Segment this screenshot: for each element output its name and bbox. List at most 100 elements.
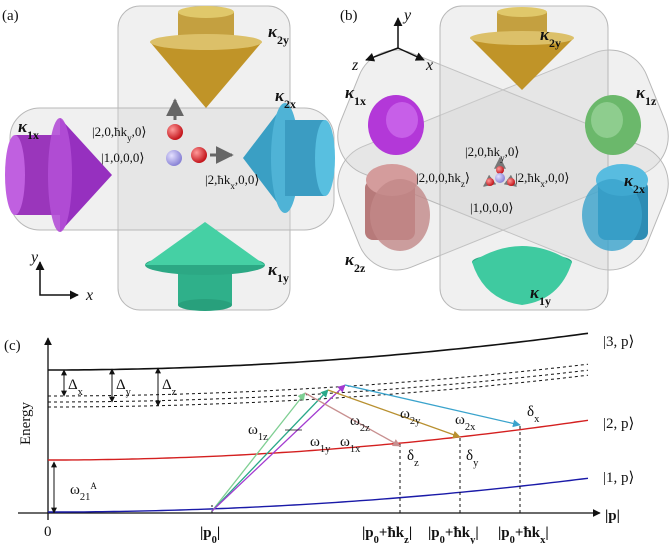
subscript: 2x (284, 97, 296, 111)
tube (439, 5, 609, 311)
shape-polygon (150, 42, 262, 108)
label: |2,0,ħky,0⟩ (92, 124, 146, 143)
label-text: ,0,0⟩ (545, 170, 570, 185)
shape-circle (496, 166, 504, 174)
label: |2,ħkx,0,0⟩ (515, 170, 569, 189)
shape-line (304, 392, 401, 447)
subscript: x (78, 387, 84, 398)
label: ω1z (248, 422, 268, 443)
label: κ1z (636, 83, 657, 108)
shape-line (365, 47, 399, 62)
label: κ1y (268, 260, 289, 285)
shape-ellipse (150, 34, 262, 50)
shape-ellipse (470, 31, 574, 45)
label-text: ,0,0⟩ (235, 172, 260, 187)
shape-circle (167, 124, 183, 140)
dressed-level (48, 369, 589, 403)
label: ω2x (455, 412, 476, 433)
label: z (351, 57, 359, 74)
label-text: (c) (4, 338, 21, 354)
label: |p| (605, 508, 620, 524)
label: δx (527, 404, 540, 425)
label-text: ω (248, 422, 258, 438)
subscript: y (126, 387, 132, 398)
shape-ellipse (370, 179, 430, 251)
label-text: |1,0,0,0⟩ (101, 150, 144, 165)
label-text: Δ (162, 377, 172, 393)
label-text: Δ (68, 377, 78, 393)
shape-circle (495, 173, 505, 183)
subscript: 2x (465, 422, 476, 433)
label-text: |2, p⟩ (603, 416, 634, 432)
subscript: 2y (410, 416, 421, 427)
shape-circle (191, 147, 207, 163)
label-text: 0 (44, 524, 52, 540)
label-text: z (351, 57, 359, 74)
label-text: ,0⟩ (132, 124, 147, 139)
label-text: κ (540, 25, 550, 44)
label-text: Δ (116, 377, 126, 393)
label: (b) (340, 8, 358, 24)
label-text: ω (350, 413, 360, 429)
shape-ellipse (315, 120, 335, 196)
subscript: 1x (27, 128, 39, 142)
label-text: (b) (340, 8, 358, 24)
shape-circle (507, 178, 515, 186)
label: δz (407, 448, 419, 469)
shape-ellipse (582, 179, 642, 251)
label-text: Energy (18, 401, 34, 445)
label-text: |p (200, 525, 212, 541)
label: κ2y (268, 22, 289, 47)
label-text: ω (70, 482, 80, 498)
subscript: 1y (539, 294, 551, 308)
subscript: 1z (258, 432, 268, 443)
shape-path (35, 261, 79, 300)
label: κ1x (345, 83, 366, 108)
label: ω21A (70, 481, 97, 503)
label-text: |3, p⟩ (603, 334, 634, 350)
label-text: |1, p⟩ (603, 470, 634, 486)
subscript: y (500, 153, 505, 163)
label-text: δ (466, 448, 473, 464)
label-text: | (475, 525, 478, 541)
shape-ellipse (178, 299, 232, 311)
label: |p0+ħkx| (498, 525, 549, 544)
shape-ellipse (386, 102, 418, 138)
shape-line (397, 47, 425, 61)
label: |1,0,0,0⟩ (470, 200, 513, 215)
label: (a) (2, 8, 19, 24)
label-text: ,0⟩ (505, 144, 520, 159)
label-text: | (217, 525, 220, 541)
label-text: | (545, 525, 548, 541)
panel-c: (c) Energy |3, p⟩ |2, p⟩ |1, p⟩ |p| 0 |p… (4, 332, 634, 544)
label-text: ω (400, 406, 410, 422)
subscript: x (230, 181, 235, 191)
label-text: κ (18, 117, 28, 136)
label: x (425, 57, 433, 74)
subscript: 2y (549, 36, 561, 50)
label: ω2y (400, 406, 421, 427)
subscript: 0 (510, 535, 515, 544)
shape-line (211, 384, 346, 512)
subscript: y (127, 133, 132, 143)
panel-b: (b) y z x κ2y κ1x κ1z κ2z κ2x κ1y |2,0,ħ… (337, 5, 669, 311)
label-text: κ (345, 83, 355, 102)
label-text: |1,0,0,0⟩ (470, 200, 513, 215)
subscript: 21 (80, 492, 91, 503)
label: |2,0,ħky,0⟩ (465, 144, 519, 163)
label-text: κ (624, 171, 634, 190)
label: |3, p⟩ (603, 334, 634, 350)
label-text: |p (428, 525, 440, 541)
label-text: +ħk (515, 525, 541, 541)
label: Δx (68, 377, 84, 398)
label: |p0+ħkz| (362, 525, 412, 544)
subscript: 1x (354, 94, 366, 108)
subscript: x (540, 179, 545, 189)
label: y (402, 7, 412, 24)
subscript: x (534, 414, 540, 425)
shape-ellipse (48, 118, 72, 232)
shape-polygon (60, 118, 112, 232)
subscript: 0 (212, 535, 217, 544)
label-text: |p| (605, 508, 620, 524)
label-text: κ (268, 260, 278, 279)
